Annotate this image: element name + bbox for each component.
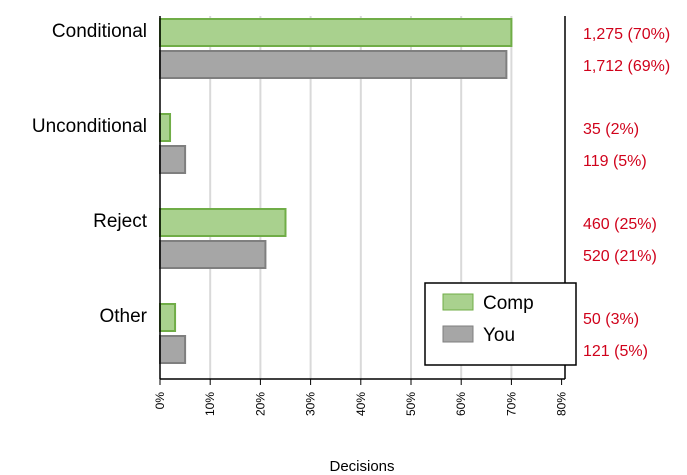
data-label: 35 (2%) (583, 121, 639, 138)
bar-comp (159, 18, 513, 47)
bar-you (159, 335, 187, 364)
legend: Comp You (424, 282, 577, 366)
tick-label: 40% (354, 392, 368, 416)
tick-label: 0% (153, 392, 167, 410)
tick-label: 10% (203, 392, 217, 416)
tick-label: 50% (404, 392, 418, 416)
x-axis-title: Decisions (329, 458, 394, 475)
labels: 0% 10% 20% 30% 40% 50% 60% 70% 80% Conditional 1,2… (32, 21, 670, 416)
data-label: 520 (21%) (583, 248, 657, 265)
legend-label: You (483, 325, 515, 346)
tick-label: 60% (454, 392, 468, 416)
data-label: 460 (25%) (583, 216, 657, 233)
tick-label: 70% (504, 392, 518, 416)
tick-label: 20% (253, 392, 267, 416)
tick-label: 30% (304, 392, 318, 416)
data-label: 121 (5%) (583, 343, 648, 360)
bar-comp (159, 113, 172, 142)
category-label: Unconditional (32, 116, 147, 137)
data-label: 119 (5%) (583, 153, 647, 170)
legend-swatch-you (442, 325, 474, 343)
bar-you (159, 50, 508, 79)
bar-comp (159, 303, 177, 332)
category-label: Reject (93, 211, 148, 232)
bar-comp (159, 208, 287, 237)
bar-you (159, 240, 267, 269)
category-label: Other (99, 306, 147, 327)
bar-you (159, 145, 187, 174)
legend-swatch-comp (442, 293, 474, 311)
bars (159, 18, 513, 364)
data-label: 50 (3%) (583, 311, 639, 328)
legend-label: Comp (483, 293, 534, 314)
tick-label: 80% (555, 392, 569, 416)
data-label: 1,275 (70%) (583, 26, 670, 43)
data-label: 1,712 (69%) (583, 58, 670, 75)
category-label: Conditional (52, 21, 147, 42)
